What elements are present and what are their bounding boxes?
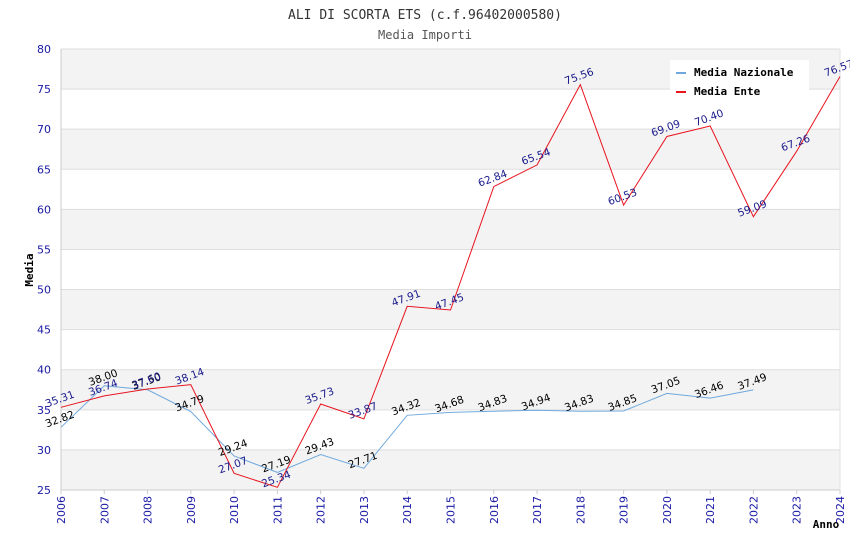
chart-subtitle: Media Importi	[378, 28, 472, 42]
x-tick-label: 2021	[704, 496, 717, 524]
y-tick-label: 70	[37, 123, 51, 136]
y-tick-label: 80	[37, 43, 51, 56]
y-tick-labels: 25 30 35 40 45 50 55 60 65 70 75 80	[37, 43, 51, 497]
series-lines	[60, 76, 841, 488]
legend-entry: Media Nazionale	[694, 66, 794, 79]
x-tick-label: 2006	[55, 496, 68, 524]
y-tick-label: 75	[37, 83, 51, 96]
series-line-media-ente	[60, 76, 841, 488]
series-line-media-nazionale	[60, 385, 754, 473]
x-tick-label: 2017	[531, 496, 544, 524]
x-tick-label: 2012	[315, 496, 328, 524]
x-tick-label: 2008	[142, 496, 155, 524]
x-axis-label: Anno	[813, 518, 840, 531]
y-tick-label: 35	[37, 404, 51, 417]
x-tick-label: 2011	[271, 496, 284, 524]
x-tick-label: 2009	[185, 496, 198, 524]
band	[61, 369, 840, 410]
x-tick-label: 2013	[358, 496, 371, 524]
band	[61, 449, 840, 490]
x-tick-label: 2022	[747, 496, 760, 524]
data-label: 62.84	[477, 168, 510, 190]
y-tick-label: 25	[37, 484, 51, 497]
y-tick-label: 30	[37, 444, 51, 457]
y-tick-label: 55	[37, 243, 51, 256]
band	[61, 129, 840, 170]
x-tick-label: 2014	[401, 496, 414, 524]
x-tick-label: 2015	[445, 496, 458, 524]
y-tick-label: 50	[37, 284, 51, 297]
legend-box	[670, 60, 809, 102]
legend: Media Nazionale Media Ente	[670, 60, 809, 102]
y-tick-label: 60	[37, 203, 51, 216]
legend-entry: Media Ente	[694, 85, 761, 98]
axes	[60, 49, 841, 494]
chart-title: ALI DI SCORTA ETS (c.f.96402000580)	[288, 8, 562, 23]
data-label: 70.40	[693, 107, 725, 129]
data-label: 60.53	[606, 187, 638, 209]
y-axis-label: Media	[23, 253, 36, 286]
x-tick-label: 2020	[661, 496, 674, 524]
x-tick-label: 2018	[574, 496, 587, 524]
x-tick-label: 2016	[488, 496, 501, 524]
x-tick-label: 2023	[791, 496, 804, 524]
x-tick-label: 2024	[834, 496, 847, 524]
x-tick-label: 2007	[98, 496, 111, 524]
x-tick-labels: 2006 2007 2008 2009 2010 2011 2012 2013 2014 2015…	[55, 496, 847, 524]
x-tick-label: 2019	[618, 496, 631, 524]
y-tick-label: 40	[37, 364, 51, 377]
y-tick-label: 45	[37, 324, 51, 337]
band	[61, 209, 840, 250]
y-tick-label: 65	[37, 163, 51, 176]
x-tick-label: 2010	[228, 496, 241, 524]
